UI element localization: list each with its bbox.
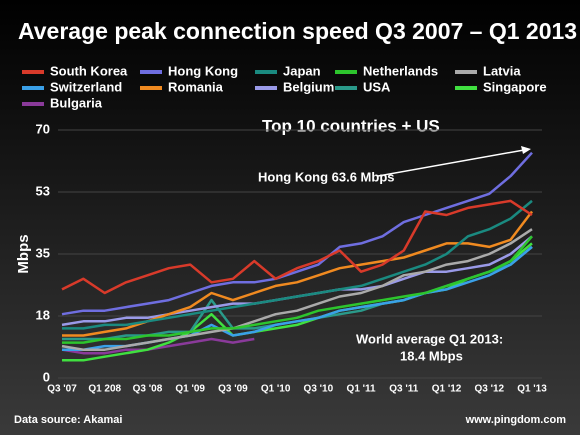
legend-label: Singapore — [483, 79, 547, 94]
y-tick-label: 70 — [36, 121, 50, 136]
credit: www.pingdom.com — [465, 414, 567, 426]
source: Data source: Akamai — [14, 414, 122, 426]
y-tick-label: 35 — [36, 245, 50, 260]
legend-label: USA — [363, 79, 391, 94]
legend-label: South Korea — [50, 63, 128, 78]
y-axis-label: Mbps — [15, 234, 32, 273]
arrow — [377, 149, 525, 177]
annotation: 18.4 Mbps — [400, 348, 463, 363]
x-tick-label: Q3 '09 — [218, 384, 248, 395]
series-line — [62, 235, 533, 344]
legend-label: Romania — [168, 79, 224, 94]
arrow-head — [521, 146, 531, 154]
y-tick-label: 53 — [36, 183, 50, 198]
legend-label: Bulgaria — [50, 95, 103, 110]
series-line — [61, 199, 533, 295]
legend-label: Japan — [283, 63, 321, 78]
x-tick-label: Q1 '13 — [517, 384, 547, 395]
x-tick-label: Q3 '08 — [133, 384, 163, 395]
series-line — [61, 228, 533, 351]
chart-title: Average peak connection speed Q3 2007 – … — [18, 18, 577, 44]
x-tick-label: Q3 '07 — [47, 384, 77, 395]
x-tick-label: Q3 '10 — [304, 384, 334, 395]
y-tick-label: 18 — [36, 307, 50, 322]
legend-label: Belgium — [283, 79, 334, 94]
x-tick-label: Q1 208 — [88, 384, 121, 395]
legend-label: Hong Kong — [168, 63, 238, 78]
x-tick-label: Q1 '12 — [432, 384, 462, 395]
subtitle: Top 10 countries + US — [262, 116, 440, 135]
annotation: World average Q1 2013: — [356, 331, 503, 346]
legend-label: Switzerland — [50, 79, 122, 94]
series-line — [61, 151, 533, 316]
series-line — [62, 199, 533, 330]
series-line — [61, 337, 255, 355]
x-tick-label: Q1 '09 — [175, 384, 205, 395]
annotation: Hong Kong 63.6 Mbps — [258, 169, 395, 184]
y-tick-label: 0 — [43, 369, 50, 384]
x-tick-label: Q1 '11 — [347, 384, 377, 395]
x-tick-label: Q3 '11 — [389, 384, 419, 395]
x-tick-label: Q1 '10 — [261, 384, 291, 395]
legend-label: Netherlands — [363, 63, 438, 78]
x-tick-label: Q3 '12 — [474, 384, 504, 395]
legend-label: Latvia — [483, 63, 521, 78]
